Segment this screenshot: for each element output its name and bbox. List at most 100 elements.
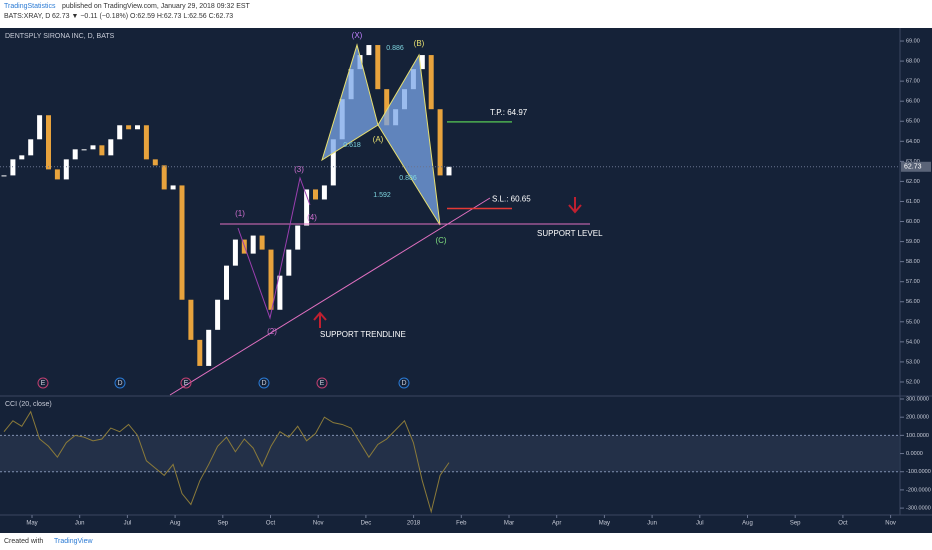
x-tick-label: Nov — [885, 521, 896, 527]
x-tick-label: May — [26, 521, 37, 527]
event-label: E — [320, 380, 325, 387]
x-tick-label: Oct — [838, 521, 848, 527]
y-tick-label: 61.00 — [906, 199, 920, 205]
x-tick-label: Oct — [266, 521, 276, 527]
x-tick-label: Aug — [742, 521, 753, 527]
x-tick-label: Jun — [75, 521, 85, 527]
y-tick-label: 57.00 — [906, 279, 920, 285]
ratio-label: 1.592 — [373, 192, 391, 199]
candle — [304, 189, 310, 226]
candle — [10, 159, 16, 176]
event-label: D — [261, 380, 266, 387]
candle — [135, 125, 140, 130]
y-tick-label: -100.0000 — [906, 469, 931, 475]
cci-band — [0, 435, 900, 472]
candle — [206, 329, 212, 366]
candle — [295, 225, 301, 250]
last-price-label: 62.73 — [904, 164, 922, 171]
pattern-label: (A) — [373, 135, 384, 144]
candle — [143, 125, 149, 160]
event-icon[interactable] — [114, 377, 126, 389]
x-tick-label: Aug — [170, 521, 181, 527]
candle — [188, 299, 194, 340]
candle — [313, 189, 318, 200]
take-profit-label: T.P.: 64.97 — [490, 108, 528, 117]
y-tick-label: 60.00 — [906, 219, 920, 225]
candle — [330, 139, 336, 186]
footer-brand[interactable]: TradingView — [54, 538, 93, 545]
instrument: DENTSPLY SIRONA INC, D, BATS — [5, 33, 115, 40]
y-tick-label: 64.00 — [906, 139, 920, 145]
symbol: BATS:XRAY, D — [4, 13, 50, 20]
wave-label: (1) — [235, 209, 245, 218]
x-tick-label: Jul — [696, 521, 704, 527]
candle — [179, 185, 185, 300]
event-icon[interactable] — [316, 377, 328, 389]
y-tick-label: 67.00 — [906, 79, 920, 85]
y-tick-label: 300.0000 — [906, 396, 929, 402]
candle — [215, 299, 221, 330]
event-label: D — [117, 380, 122, 387]
pattern-label: (X) — [352, 31, 363, 40]
candle — [99, 145, 105, 156]
ratio-label: 0.886 — [399, 175, 417, 182]
quote: 62.73 ▼ −0.11 (−0.18%) O:62.59 H:62.73 L… — [52, 13, 233, 20]
event-icon[interactable] — [180, 377, 192, 389]
y-tick-label: 62.00 — [906, 179, 920, 185]
candle — [384, 89, 390, 126]
x-tick-label: Apr — [552, 521, 561, 527]
event-label: E — [41, 380, 46, 387]
candle — [437, 109, 443, 176]
candle — [224, 265, 229, 300]
y-tick-label: 200.0000 — [906, 415, 929, 421]
candle — [197, 339, 203, 366]
publisher[interactable]: TradingStatistics — [4, 3, 56, 10]
event-label: E — [184, 380, 189, 387]
events: E D E D E D — [37, 377, 410, 389]
y-tick-label: 56.00 — [906, 299, 920, 305]
candle — [375, 45, 381, 90]
event-icon[interactable] — [37, 377, 49, 389]
y-tick-label: 100.0000 — [906, 433, 929, 439]
candle — [46, 115, 51, 170]
stop-loss-label: S.L.: 60.65 — [492, 195, 531, 204]
y-tick-label: 68.00 — [906, 59, 920, 65]
candle — [268, 249, 274, 310]
cci-title: CCI (20, close) — [5, 401, 52, 408]
wave-path — [237, 176, 311, 320]
candle — [90, 145, 96, 150]
candle — [152, 159, 158, 166]
y-tick-label: 59.00 — [906, 239, 920, 245]
y-tick-label: 69.00 — [906, 38, 920, 44]
x-tick-label: Mar — [504, 521, 514, 527]
drawings: (1) (2) (3) (4) (X) (A) (B) (C) 0.886 0.… — [169, 31, 603, 396]
support-trendline — [169, 197, 491, 396]
candle — [428, 55, 434, 110]
candle — [161, 165, 167, 190]
candle — [286, 249, 292, 276]
candle — [1, 175, 7, 177]
up-arrow — [313, 311, 327, 328]
event-icon[interactable] — [398, 377, 410, 389]
candle — [259, 235, 265, 250]
candle — [19, 155, 25, 160]
candle — [366, 45, 372, 56]
candle — [170, 185, 176, 190]
pattern-xa — [321, 43, 379, 162]
y-tick-label: 58.00 — [906, 259, 920, 265]
candle — [419, 55, 425, 70]
wave-label: (2) — [267, 327, 277, 336]
x-tick-label: Jul — [124, 521, 132, 527]
candle — [446, 166, 452, 176]
x-tick-label: Dec — [361, 521, 372, 527]
candle — [81, 149, 87, 151]
event-icon[interactable] — [258, 377, 270, 389]
x-tick-label: 2018 — [407, 521, 421, 527]
ratio-label: 0.618 — [343, 142, 361, 149]
event-label: D — [401, 380, 406, 387]
candle — [117, 125, 123, 140]
x-tick-label: Jun — [647, 521, 657, 527]
candle — [37, 115, 43, 140]
